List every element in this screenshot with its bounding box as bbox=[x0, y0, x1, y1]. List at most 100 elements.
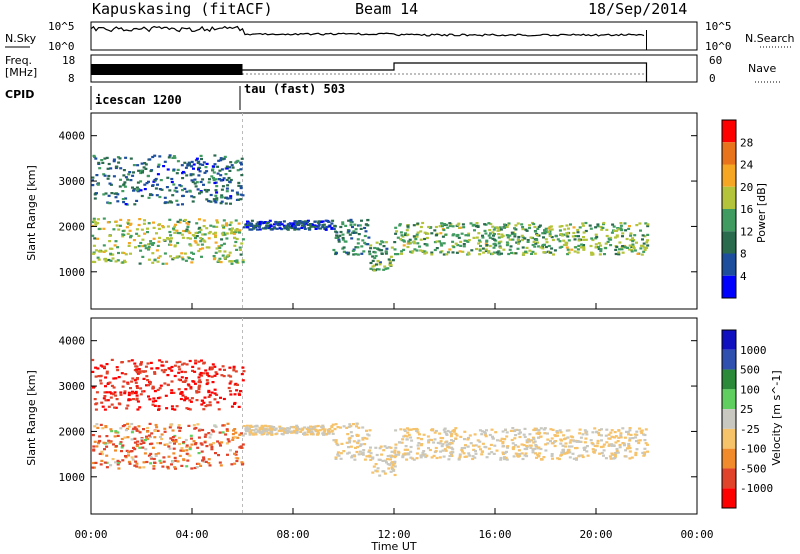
echo-cell bbox=[582, 238, 586, 241]
echo-cell bbox=[478, 249, 482, 252]
echo-cell bbox=[229, 449, 232, 452]
echo-cell bbox=[434, 450, 438, 453]
echo-cell bbox=[208, 178, 211, 181]
echo-cell bbox=[200, 403, 204, 406]
echo-cell bbox=[147, 395, 150, 398]
echo-cell bbox=[363, 234, 367, 238]
echo-cell bbox=[610, 444, 614, 447]
echo-cell bbox=[516, 445, 520, 448]
echo-cell bbox=[492, 234, 495, 237]
echo-cell bbox=[180, 464, 184, 467]
echo-cell bbox=[490, 428, 494, 431]
echo-cell bbox=[130, 456, 134, 459]
echo-cell bbox=[589, 227, 593, 230]
echo-cell bbox=[382, 245, 386, 248]
echo-cell bbox=[642, 250, 646, 253]
echo-cell bbox=[565, 452, 569, 455]
echo-cell bbox=[313, 224, 317, 227]
echo-cell bbox=[376, 467, 380, 470]
echo-cell bbox=[349, 221, 353, 224]
echo-cell bbox=[178, 360, 182, 363]
echo-cell bbox=[233, 462, 237, 465]
echo-cell bbox=[339, 225, 343, 229]
echo-cell bbox=[406, 245, 410, 249]
echo-cell bbox=[369, 452, 373, 455]
echo-cell bbox=[378, 261, 382, 264]
echo-cell bbox=[241, 443, 245, 446]
echo-cell bbox=[149, 361, 153, 364]
echo-cell bbox=[118, 224, 122, 227]
echo-cell bbox=[99, 423, 103, 426]
echo-cell bbox=[180, 376, 184, 379]
echo-cell bbox=[585, 445, 589, 448]
echo-cell bbox=[215, 225, 219, 228]
echo-cell bbox=[207, 181, 211, 184]
echo-cell bbox=[92, 466, 96, 469]
echo-cell bbox=[331, 219, 335, 222]
echo-cell bbox=[235, 261, 239, 264]
echo-cell bbox=[149, 240, 153, 243]
echo-cell bbox=[98, 452, 102, 455]
echo-cell bbox=[532, 240, 536, 243]
echo-cell bbox=[110, 192, 114, 195]
echo-cell bbox=[107, 194, 111, 197]
echo-cell bbox=[136, 440, 140, 443]
echo-cell bbox=[347, 446, 350, 449]
echo-cell bbox=[430, 438, 433, 442]
echo-cell bbox=[430, 428, 434, 432]
echo-cell bbox=[124, 455, 127, 458]
echo-cell bbox=[347, 219, 351, 222]
echo-cell bbox=[118, 157, 122, 160]
echo-cell bbox=[383, 265, 387, 268]
echo-cell bbox=[538, 452, 542, 455]
echo-cell bbox=[266, 227, 270, 230]
echo-cell bbox=[172, 440, 175, 443]
echo-cell bbox=[615, 449, 619, 452]
echo-cell bbox=[417, 442, 421, 445]
echo-cell bbox=[185, 449, 189, 452]
echo-cell bbox=[123, 260, 127, 264]
echo-cell bbox=[153, 259, 157, 262]
echo-cell bbox=[192, 196, 196, 199]
echo-cell bbox=[605, 234, 609, 238]
echo-cell bbox=[215, 247, 219, 250]
echo-cell bbox=[121, 261, 125, 264]
echo-cell bbox=[439, 251, 443, 254]
echo-cell bbox=[537, 225, 541, 228]
echo-cell bbox=[148, 382, 152, 386]
echo-cell bbox=[154, 399, 158, 402]
echo-cell bbox=[204, 405, 208, 408]
echo-cell bbox=[210, 375, 214, 378]
echo-cell bbox=[346, 253, 350, 256]
echo-cell bbox=[517, 432, 521, 435]
noise-trace bbox=[90, 25, 647, 50]
echo-cell bbox=[528, 224, 532, 227]
echo-cell bbox=[119, 218, 123, 221]
echo-cell bbox=[298, 220, 302, 223]
echo-cell bbox=[608, 238, 612, 241]
velocity-colorbar-tick: 100 bbox=[740, 383, 760, 396]
echo-cell bbox=[528, 249, 532, 252]
echo-cell bbox=[514, 252, 518, 255]
echo-cell bbox=[213, 374, 217, 377]
echo-cell bbox=[172, 168, 176, 171]
echo-cell bbox=[92, 251, 96, 254]
echo-cell bbox=[339, 426, 342, 429]
echo-cell bbox=[352, 253, 356, 256]
echo-cell bbox=[512, 455, 516, 458]
echo-cell bbox=[285, 431, 289, 435]
echo-cell bbox=[135, 428, 139, 431]
echo-cell bbox=[455, 434, 459, 437]
echo-cell bbox=[533, 440, 537, 443]
echo-cell bbox=[402, 248, 406, 251]
echo-cell bbox=[572, 226, 576, 229]
echo-cell bbox=[138, 370, 142, 373]
echo-cell bbox=[233, 231, 237, 234]
echo-cell bbox=[211, 165, 215, 168]
echo-cell bbox=[129, 222, 133, 225]
echo-cell bbox=[533, 245, 537, 248]
echo-cell bbox=[346, 433, 350, 436]
echo-cell bbox=[92, 252, 96, 255]
echo-cell bbox=[222, 397, 226, 401]
echo-cell bbox=[487, 222, 491, 225]
